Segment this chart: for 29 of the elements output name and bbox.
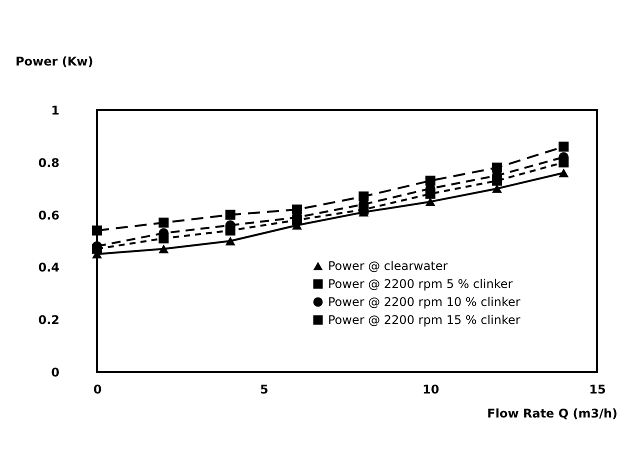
x-axis-title: Flow Rate Q (m3/h) bbox=[487, 406, 618, 420]
point bbox=[558, 142, 569, 152]
y-axis-title: Power (Kw) bbox=[16, 54, 94, 68]
legend-label: Power @ 2200 rpm 5 % clinker bbox=[328, 277, 513, 291]
y-tick-label: 0.6 bbox=[38, 208, 60, 222]
point bbox=[225, 210, 236, 220]
point bbox=[358, 191, 369, 202]
x-tick-label: 10 bbox=[422, 382, 440, 396]
x-tick-label: 5 bbox=[260, 382, 268, 396]
point bbox=[425, 176, 436, 186]
point bbox=[92, 226, 102, 236]
point bbox=[558, 168, 569, 178]
y-tick-label: 0 bbox=[51, 366, 60, 380]
y-tick-label: 0.2 bbox=[38, 313, 60, 328]
legend-label: Power @ 2200 rpm 10 % clinker bbox=[328, 295, 520, 309]
point bbox=[158, 244, 169, 254]
legend-label: Power @ 2200 rpm 15 % clinker bbox=[328, 313, 520, 327]
y-tick-label: 1 bbox=[51, 104, 60, 118]
point bbox=[425, 197, 436, 206]
y-tick-label: 0.8 bbox=[38, 156, 60, 170]
point bbox=[225, 236, 236, 246]
y-tick-label: 0.4 bbox=[38, 260, 60, 275]
point bbox=[492, 184, 502, 193]
point bbox=[492, 162, 502, 173]
x-tick-label: 15 bbox=[589, 382, 606, 396]
legend-label: Power @ clearwater bbox=[328, 259, 448, 273]
point bbox=[158, 218, 169, 228]
x-tick-label: 0 bbox=[93, 382, 102, 396]
point bbox=[292, 204, 302, 215]
